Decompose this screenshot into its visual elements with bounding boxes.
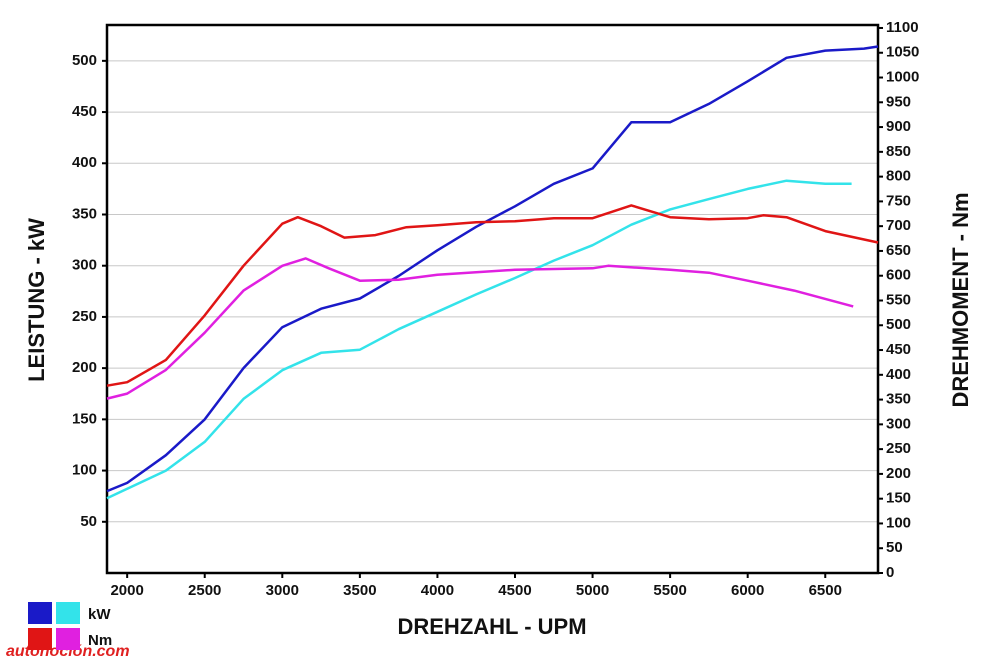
legend-swatch <box>56 602 80 624</box>
x-tick-label: 5000 <box>576 582 609 599</box>
y2-tick-label: 1000 <box>886 68 919 85</box>
series-line <box>106 179 852 500</box>
y2-tick-label: 550 <box>886 291 911 308</box>
y-tick-label: 250 <box>72 308 97 325</box>
y2-tick-label: 650 <box>886 242 911 259</box>
y2-tick-label: 400 <box>886 366 911 383</box>
x-tick-label: 6500 <box>809 582 842 599</box>
y2-tick-label: 900 <box>886 118 911 135</box>
legend-label: kW <box>88 606 111 623</box>
legend-swatch <box>28 602 52 624</box>
y2-tick-label: 250 <box>886 440 911 457</box>
y-tick-label: 300 <box>72 257 97 274</box>
y2-tick-label: 150 <box>886 490 911 507</box>
y-tick-label: 100 <box>72 462 97 479</box>
y2-tick-label: 700 <box>886 217 911 234</box>
y2-tick-label: 850 <box>886 143 911 160</box>
y2-tick-label: 450 <box>886 341 911 358</box>
y2-tick-label: 500 <box>886 316 911 333</box>
y2-tick-label: 200 <box>886 465 911 482</box>
legend-swatch <box>28 628 52 650</box>
x-tick-label: 4000 <box>421 582 454 599</box>
y2-tick-label: 1100 <box>886 19 919 36</box>
series-line <box>106 257 854 400</box>
y2-tick-label: 600 <box>886 267 911 284</box>
y2-tick-label: 950 <box>886 93 911 110</box>
y-tick-label: 150 <box>72 410 97 427</box>
y-tick-label: 400 <box>72 154 97 171</box>
series-line <box>106 45 879 493</box>
plot-frame <box>105 23 880 575</box>
x-tick-label: 2000 <box>110 582 143 599</box>
legend-label: Nm <box>88 632 112 649</box>
series-line <box>106 204 879 387</box>
y2-tick-label: 50 <box>886 539 903 556</box>
y2-tick-label: 800 <box>886 168 911 185</box>
x-tick-label: 3500 <box>343 582 376 599</box>
x-axis-title: DREHZAHL - UPM <box>397 614 586 639</box>
y2-tick-label: 0 <box>886 564 894 581</box>
x-tick-label: 5500 <box>653 582 686 599</box>
y2-tick-label: 350 <box>886 391 911 408</box>
y2-tick-label: 1050 <box>886 44 919 61</box>
y-tick-label: 200 <box>72 359 97 376</box>
x-tick-label: 4500 <box>498 582 531 599</box>
x-tick-label: 2500 <box>188 582 221 599</box>
y-tick-label: 50 <box>80 513 97 530</box>
y-tick-label: 350 <box>72 205 97 222</box>
y-tick-label: 450 <box>72 103 97 120</box>
y2-tick-label: 300 <box>886 415 911 432</box>
y-tick-label: 500 <box>72 52 97 69</box>
y2-tick-label: 100 <box>886 514 911 531</box>
y2-tick-label: 750 <box>886 192 911 209</box>
y2-axis-title: DREHMOMENT - Nm <box>948 192 973 407</box>
legend-swatch <box>56 628 80 650</box>
x-tick-label: 3000 <box>266 582 299 599</box>
x-tick-label: 6000 <box>731 582 764 599</box>
y-axis-title: LEISTUNG - kW <box>24 218 49 382</box>
